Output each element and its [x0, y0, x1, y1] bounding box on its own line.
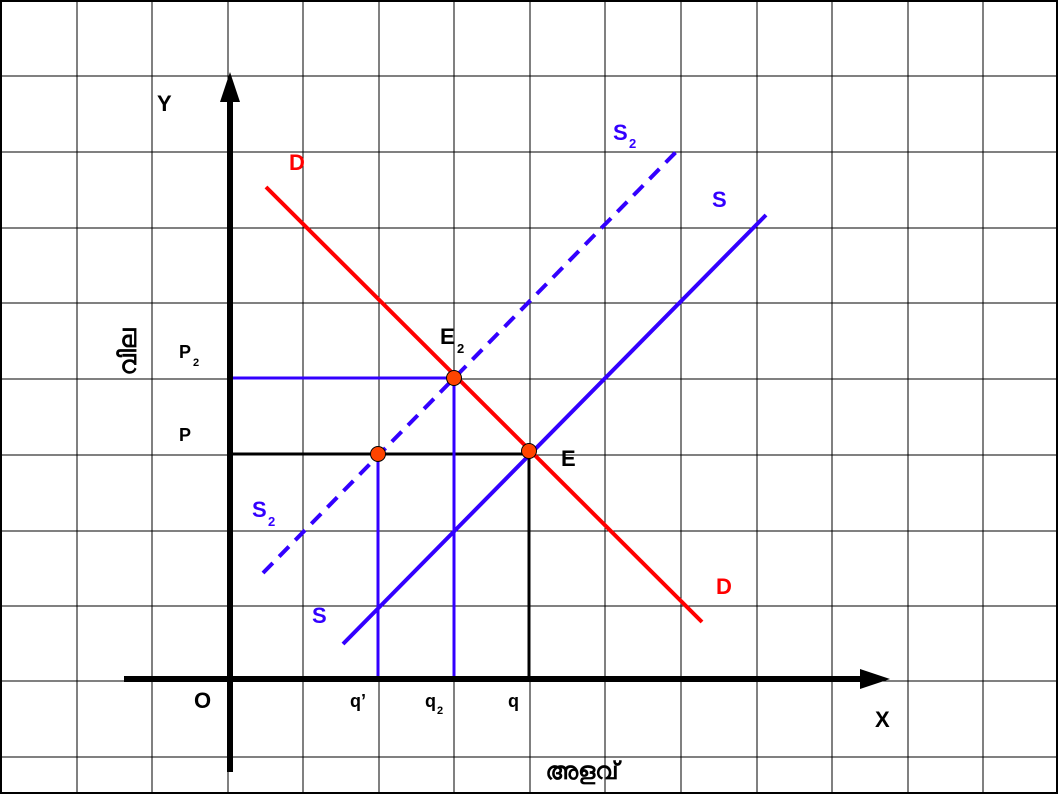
quantity-q-prime-label: q’	[350, 691, 366, 711]
axes	[124, 72, 890, 772]
price-p-label: P	[179, 425, 191, 445]
equilibrium-e2-label: E	[440, 324, 455, 349]
point-e	[521, 443, 537, 459]
equilibrium-e2-subscript: 2	[457, 341, 464, 356]
price-p2-subscript: 2	[193, 357, 199, 369]
x-axis-arrowhead	[860, 669, 890, 689]
x-axis-letter: X	[875, 707, 890, 732]
supply2-label-bottom-subscript: 2	[268, 514, 275, 529]
demand-label-top: D	[289, 150, 305, 175]
point-e2	[446, 370, 462, 386]
supply2-label-top: S	[613, 120, 628, 145]
x-axis-title: അളവ്	[545, 758, 622, 785]
supply-label-top: S	[712, 187, 727, 212]
y-axis-title: വില	[115, 328, 142, 375]
supply-label-bottom: S	[312, 603, 327, 628]
point-q-prime	[370, 446, 386, 462]
quantity-q2-subscript: 2	[437, 705, 443, 717]
price-p2-label: P	[179, 342, 191, 362]
demand-curve-d	[264, 185, 704, 624]
quantity-q2-label: q	[425, 691, 436, 711]
supply2-label-bottom: S	[252, 497, 267, 522]
demand-label-bottom: D	[716, 574, 732, 599]
origin-label: O	[194, 688, 211, 713]
projection-lines	[233, 376, 531, 676]
y-axis-letter: Y	[157, 91, 172, 116]
supply2-label-top-subscript: 2	[629, 136, 636, 151]
equilibrium-e-label: E	[561, 446, 576, 471]
supply-curve-s2	[261, 150, 678, 575]
y-axis-arrowhead	[220, 72, 240, 102]
quantity-q-label: q	[508, 691, 519, 711]
supply-curve-s	[341, 213, 768, 646]
